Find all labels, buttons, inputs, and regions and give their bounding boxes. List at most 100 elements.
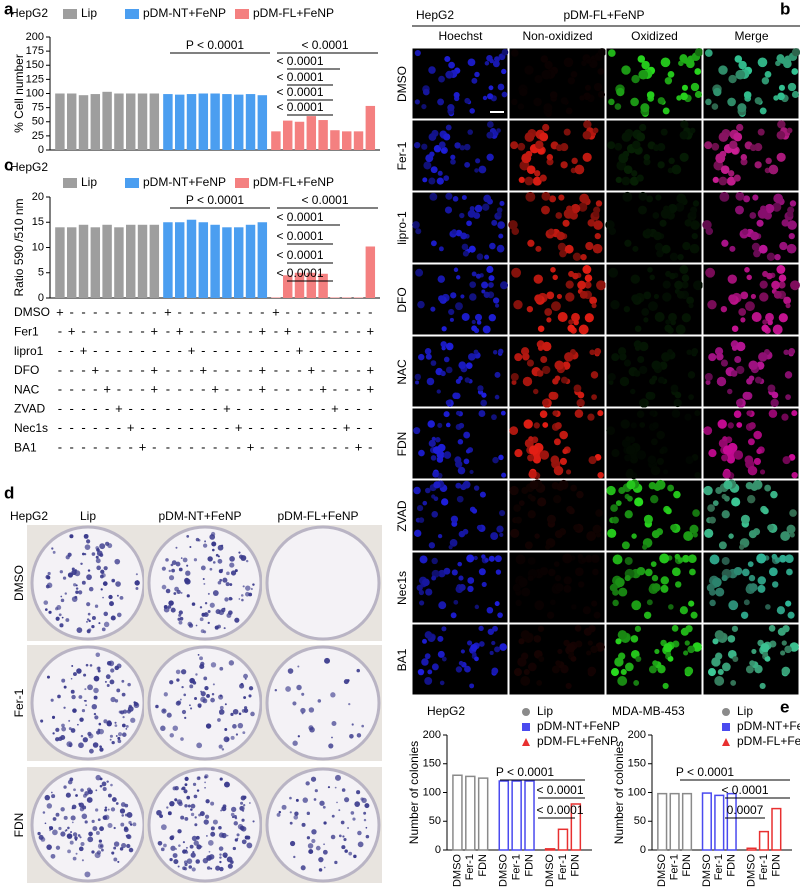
colony <box>306 836 311 840</box>
colony <box>197 703 202 708</box>
cell <box>776 130 786 140</box>
cell <box>646 91 655 99</box>
cell <box>678 557 684 563</box>
cell <box>740 154 748 161</box>
legend-marker <box>522 723 530 731</box>
treatment-sign: - <box>225 362 229 377</box>
colony <box>61 616 64 619</box>
treatment-sign: - <box>345 343 349 358</box>
cell <box>583 92 591 101</box>
cell <box>474 168 479 173</box>
bar <box>330 297 340 298</box>
cell <box>611 516 619 524</box>
colony <box>93 675 100 682</box>
column-label: Non-oxidized <box>522 29 592 43</box>
cell <box>542 399 549 406</box>
colony <box>202 543 208 548</box>
colony <box>96 550 103 557</box>
colony <box>219 853 222 856</box>
colony <box>75 587 79 590</box>
cell <box>735 205 744 215</box>
cell <box>681 281 689 289</box>
treatment-sign: + <box>284 324 292 339</box>
legend-marker <box>722 723 730 731</box>
treatment-sign: + <box>355 440 363 455</box>
colony <box>206 855 212 861</box>
colony <box>176 799 183 805</box>
cell <box>537 325 545 332</box>
treatment-sign: - <box>166 382 170 397</box>
x-tick-label: Fer-1 <box>758 854 770 880</box>
legend-label: Lip <box>81 6 97 20</box>
cell <box>457 561 463 567</box>
cell <box>766 272 773 280</box>
y-tick-label: 5 <box>38 267 44 279</box>
y-axis-label: % Cell number <box>12 54 26 133</box>
colony <box>117 860 120 864</box>
cell <box>471 271 477 277</box>
cell <box>534 533 540 539</box>
cell <box>424 676 433 685</box>
colony <box>92 826 98 831</box>
treatment-sign: - <box>117 420 121 435</box>
colony <box>292 740 298 746</box>
treatment-sign: + <box>200 362 208 377</box>
cell <box>667 484 675 492</box>
cell <box>741 568 750 577</box>
colony <box>361 724 364 728</box>
colony <box>173 592 177 595</box>
colony <box>97 818 101 822</box>
legend-label: pDM-FL+FeNP <box>537 734 618 748</box>
cell <box>714 630 725 640</box>
colony <box>101 848 104 852</box>
cell <box>653 293 660 300</box>
cell <box>634 325 642 332</box>
cell <box>584 84 591 91</box>
treatment-sign: - <box>152 440 156 455</box>
colony <box>195 537 200 542</box>
cell <box>469 293 477 301</box>
cell <box>576 490 584 499</box>
cell <box>660 576 669 585</box>
cell <box>642 544 648 550</box>
colony <box>68 719 71 722</box>
chart-title: HepG2 <box>10 6 48 20</box>
cell <box>731 345 738 351</box>
y-tick-label: 200 <box>423 729 441 741</box>
treatment-sign: + <box>331 401 339 416</box>
cell <box>463 431 471 439</box>
cell <box>492 350 498 355</box>
colony <box>226 834 229 837</box>
x-tick-label: DMSO <box>656 854 668 887</box>
treatment-sign: - <box>166 401 170 416</box>
treatment-sign: + <box>296 343 304 358</box>
colony <box>357 841 364 848</box>
treatment-sign: - <box>356 401 360 416</box>
colony <box>95 789 98 792</box>
colony <box>241 826 247 832</box>
cell <box>588 625 596 633</box>
treatment-sign: + <box>80 343 88 358</box>
colony <box>93 695 98 700</box>
cell <box>643 154 651 161</box>
cell <box>514 353 523 362</box>
x-tick-label: Fer-1 <box>511 854 523 880</box>
colony <box>52 817 57 821</box>
treatment-sign: - <box>368 440 372 455</box>
colony <box>45 584 50 589</box>
cell <box>587 219 595 227</box>
cell <box>643 317 649 323</box>
treatment-sign: - <box>166 324 170 339</box>
cell <box>759 280 768 289</box>
column-label: pDM-FL+FeNP <box>277 509 358 523</box>
colony <box>194 697 198 701</box>
cell <box>727 635 736 643</box>
colony <box>44 822 47 825</box>
cell <box>520 630 531 640</box>
cell <box>554 422 562 430</box>
colony <box>313 798 317 801</box>
treatment-sign: - <box>105 420 109 435</box>
treatment-sign: - <box>81 420 85 435</box>
cell <box>524 541 533 550</box>
cell <box>458 361 467 370</box>
